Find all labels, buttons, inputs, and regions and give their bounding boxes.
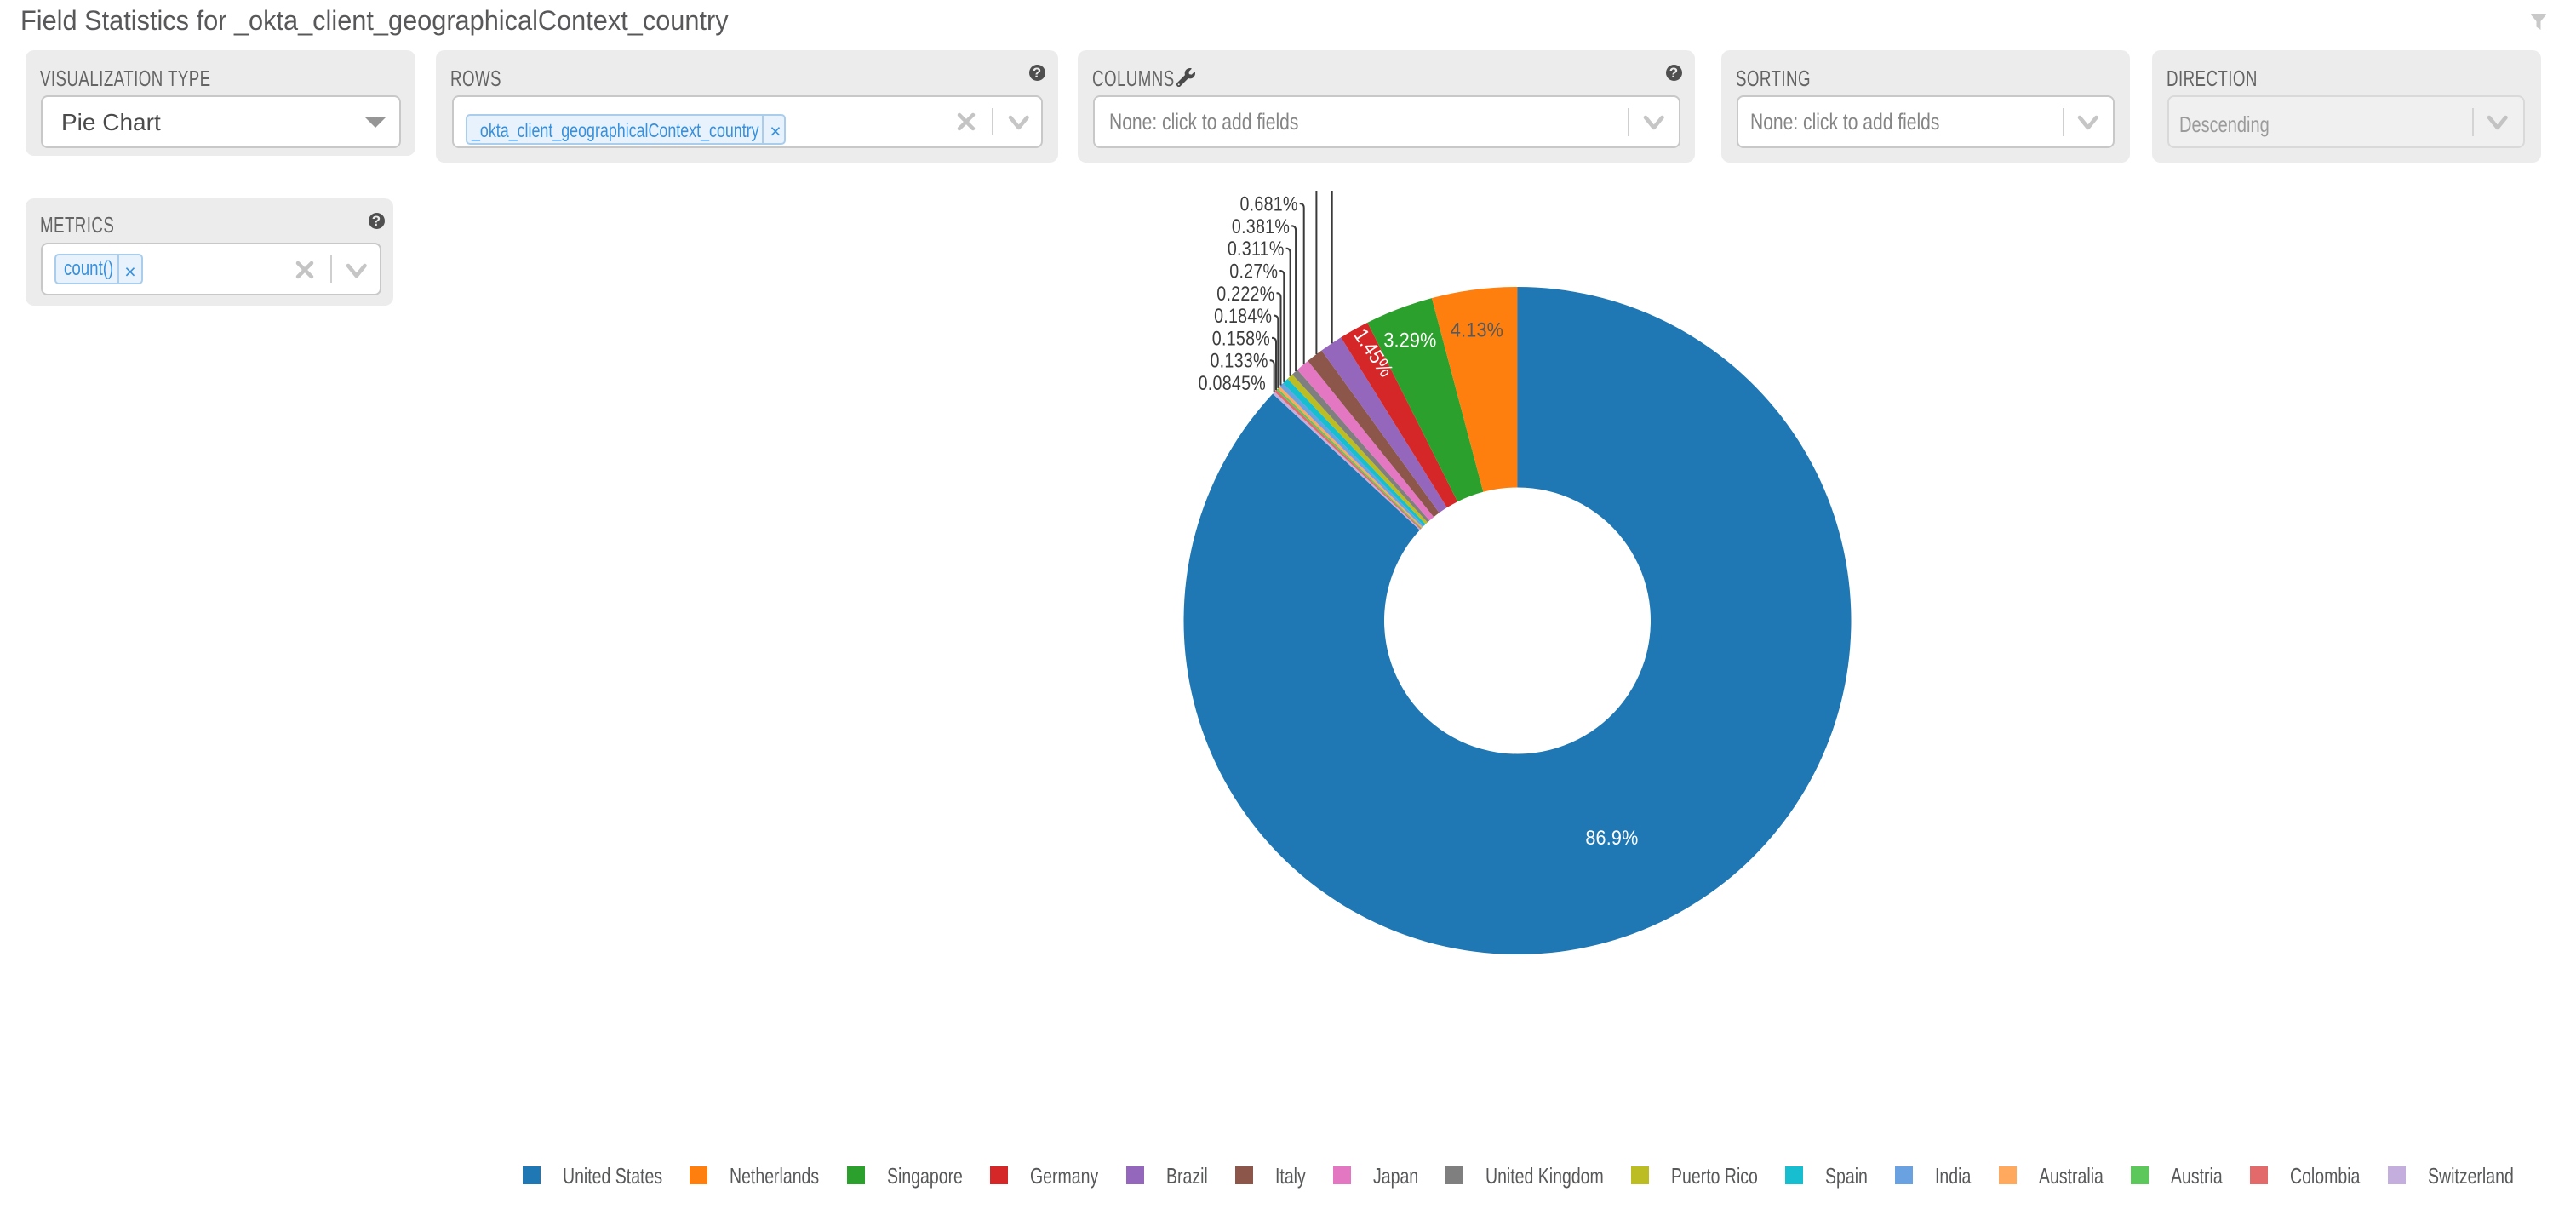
svg-text:0.311%: 0.311% xyxy=(1228,237,1285,260)
svg-text:0.27%: 0.27% xyxy=(1229,260,1278,283)
svg-text:3.29%: 3.29% xyxy=(1383,328,1436,351)
svg-text:86.9%: 86.9% xyxy=(1585,826,1638,849)
svg-text:0.381%: 0.381% xyxy=(1232,215,1290,238)
svg-text:0.133%: 0.133% xyxy=(1210,349,1268,372)
svg-text:0.222%: 0.222% xyxy=(1216,282,1274,305)
svg-text:4.13%: 4.13% xyxy=(1451,318,1503,341)
svg-text:0.184%: 0.184% xyxy=(1214,304,1272,327)
svg-text:0.0845%: 0.0845% xyxy=(1199,371,1266,394)
svg-text:0.681%: 0.681% xyxy=(1239,192,1297,215)
svg-text:0.158%: 0.158% xyxy=(1212,327,1270,350)
